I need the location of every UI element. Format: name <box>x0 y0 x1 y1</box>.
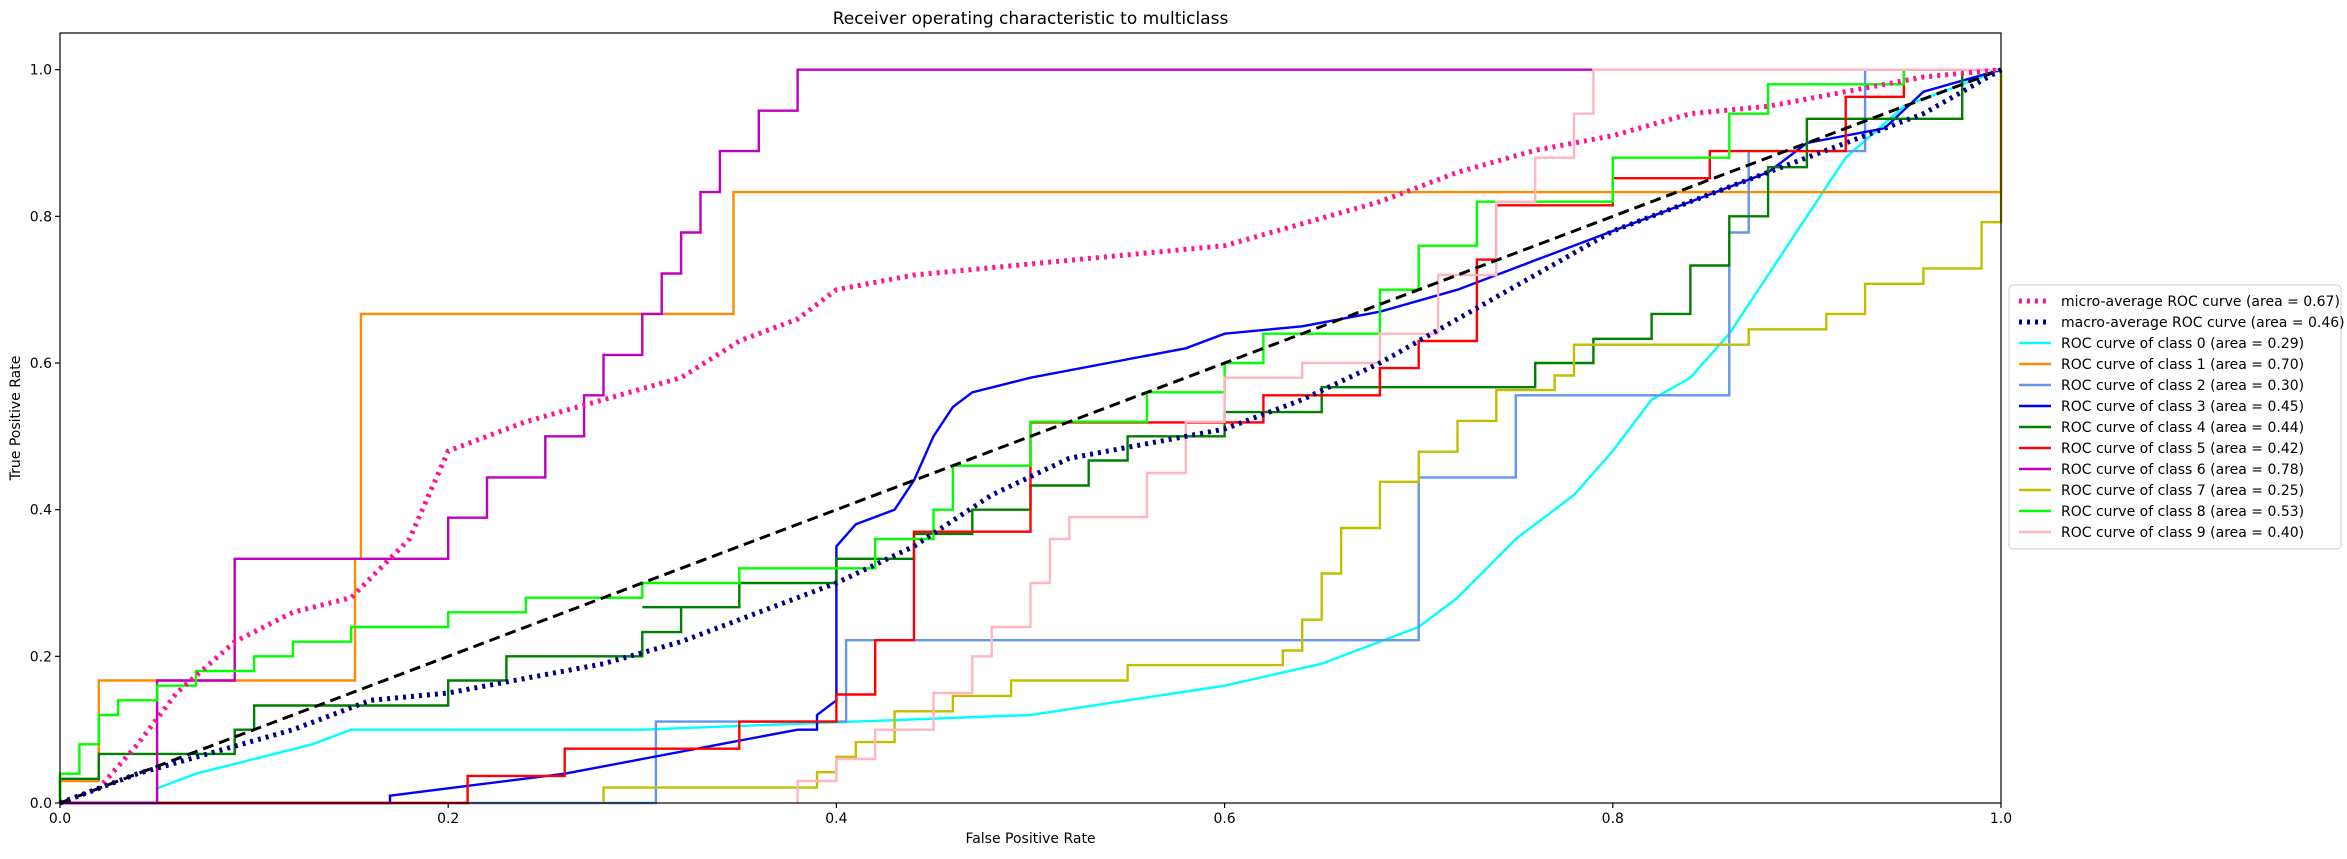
series-line-7 <box>60 68 2001 805</box>
y-tick-label-0: 0.0 <box>30 796 52 812</box>
series-line-1 <box>59 67 2003 806</box>
series-line-10 <box>58 68 2001 803</box>
series-line-0 <box>59 67 2002 806</box>
series-line-12 <box>59 68 2002 805</box>
y-tick-label-1: 0.2 <box>30 649 52 665</box>
x-tick-label-4: 0.8 <box>1602 811 1624 827</box>
legend-label-1: macro-average ROC curve (area = 0.46) <box>2061 315 2345 331</box>
y-tick-label-3: 0.6 <box>30 356 52 372</box>
axis-layer: 0.0 0.2 0.4 0.6 0.8 1.0 0.0 0.2 0.4 0.6 0.8 1.0 <box>30 32 2012 827</box>
y-axis-label: True Positive Rate <box>8 356 24 482</box>
series-line-8 <box>60 68 1594 805</box>
legend-label-7: ROC curve of class 5 (area = 0.42) <box>2061 441 2304 457</box>
series-line-11 <box>796 68 2001 803</box>
legend-label-2: ROC curve of class 0 (area = 0.29) <box>2061 336 2304 352</box>
legend-label-0: micro-average ROC curve (area = 0.67) <box>2061 294 2340 310</box>
legend-label-10: ROC curve of class 8 (area = 0.53) <box>2061 504 2304 520</box>
series-line-9 <box>602 69 2003 803</box>
plot-layer <box>58 33 2003 806</box>
legend-label-11: ROC curve of class 9 (area = 0.40) <box>2061 525 2304 541</box>
series-line-2 <box>60 68 2002 805</box>
x-tick-label-5: 1.0 <box>1990 811 2012 827</box>
legend-label-4: ROC curve of class 2 (area = 0.30) <box>2061 378 2304 394</box>
y-tick-label-4: 0.8 <box>30 209 52 225</box>
legend-label-9: ROC curve of class 7 (area = 0.25) <box>2061 483 2304 499</box>
x-axis-label: False Positive Rate <box>965 831 1095 847</box>
x-tick-label-3: 0.6 <box>1213 811 1235 827</box>
legend-label-5: ROC curve of class 3 (area = 0.45) <box>2061 399 2304 415</box>
legend-box <box>2008 284 2342 550</box>
x-tick-label-2: 0.4 <box>825 811 847 827</box>
y-tick-label-2: 0.4 <box>30 503 52 519</box>
legend-label-3: ROC curve of class 1 (area = 0.70) <box>2061 357 2304 373</box>
x-tick-label-1: 0.2 <box>437 811 459 827</box>
y-tick-label-5: 1.0 <box>30 63 52 79</box>
legend-label-8: ROC curve of class 6 (area = 0.78) <box>2061 462 2304 478</box>
chart-title: Receiver operating characteristic to mul… <box>833 9 1229 29</box>
plot-area <box>60 33 2001 803</box>
legend-label-6: ROC curve of class 4 (area = 0.44) <box>2061 420 2304 436</box>
legend-layer: micro-average ROC curve (area = 0.67) mac… <box>2008 284 2345 550</box>
plot-frame <box>59 32 2002 804</box>
x-tick-label-0: 0.0 <box>49 811 71 827</box>
